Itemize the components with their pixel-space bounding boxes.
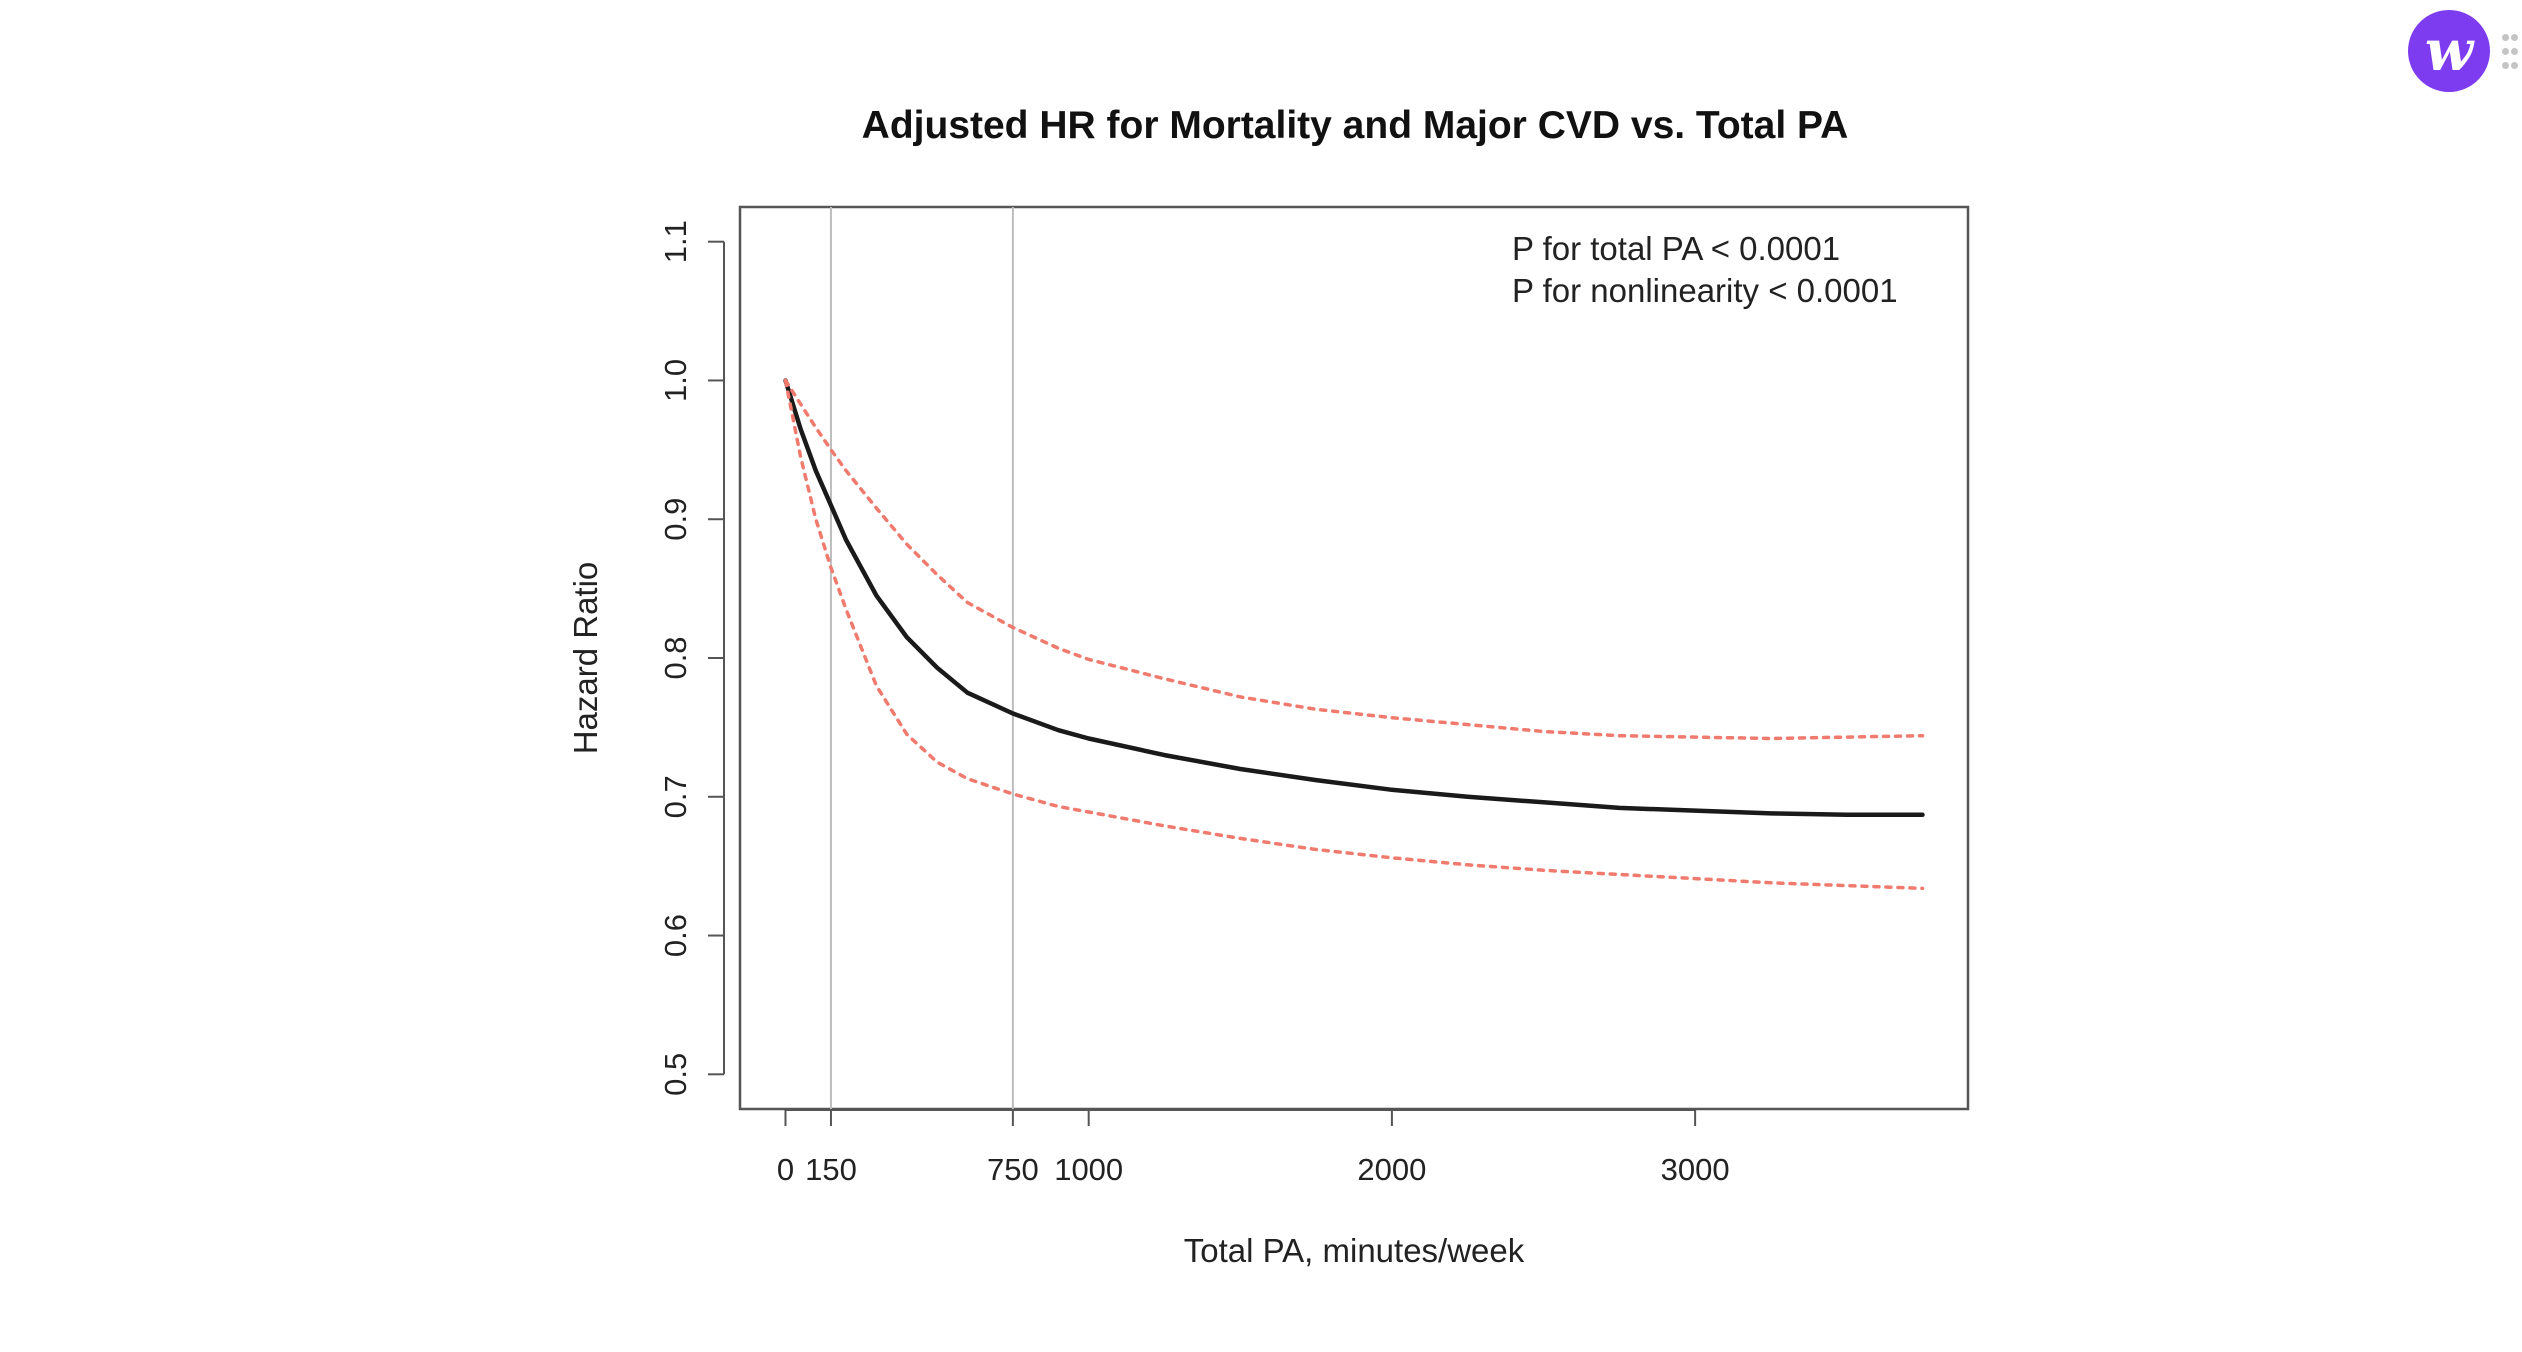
series-layer	[783, 378, 1925, 891]
y-tick-label: 0.9	[658, 498, 693, 541]
upper-ci-line	[783, 378, 1925, 741]
x-tick-label: 3000	[1661, 1152, 1730, 1187]
plot-frame	[738, 205, 1970, 1111]
x-tick-label: 0	[777, 1152, 794, 1187]
app-logo-icon[interactable]: w	[2408, 10, 2490, 92]
reference-lines	[829, 207, 1014, 1109]
y-tick-label: 1.0	[658, 359, 693, 402]
x-axis-label: Total PA, minutes/week	[1184, 1232, 1525, 1269]
y-axis-label: Hazard Ratio	[567, 562, 604, 755]
lower-ci-line	[783, 378, 1925, 891]
x-tick-label: 750	[987, 1152, 1039, 1187]
annotation-p-nonlinearity: P for nonlinearity < 0.0001	[1512, 272, 1898, 309]
x-tick-label: 150	[805, 1152, 857, 1187]
y-tick-label: 0.7	[658, 775, 693, 818]
y-tick-label: 0.5	[658, 1053, 693, 1096]
x-tick-label: 1000	[1054, 1152, 1123, 1187]
chart-title: Adjusted HR for Mortality and Major CVD …	[862, 104, 1849, 147]
y-axis: 0.5 0.6 0.7 0.8 0.9 1.0 1.1	[658, 220, 725, 1096]
x-tick-label: 2000	[1357, 1152, 1426, 1187]
y-tick-label: 1.1	[658, 220, 693, 263]
y-tick-label: 0.6	[658, 914, 693, 957]
x-axis: 0 150 750 1000 2000 3000	[777, 1109, 1730, 1187]
annotation-p-total: P for total PA < 0.0001	[1512, 230, 1840, 267]
y-tick-label: 0.8	[658, 636, 693, 679]
grip-dots-icon[interactable]	[2502, 34, 2518, 70]
hazard-ratio-line	[783, 378, 1925, 818]
